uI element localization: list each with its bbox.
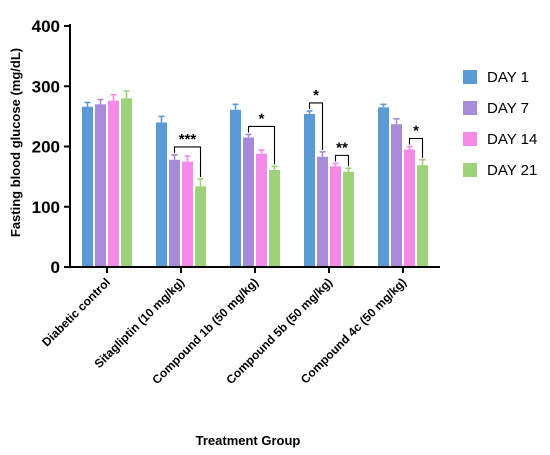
significance-label: *: [413, 123, 419, 140]
bar-day-1-4: [378, 107, 389, 268]
significance-bracket: [247, 125, 276, 165]
significance-bracket: [408, 137, 424, 158]
bar-day-1-0: [82, 106, 93, 267]
legend-swatch: [463, 101, 477, 115]
bar-day-1-3: [304, 113, 315, 267]
bar-day-14-4: [404, 149, 415, 267]
legend-item: DAY 7: [463, 99, 537, 117]
x-tick-label: Diabetic control: [39, 275, 113, 349]
significance-bracket: [173, 146, 202, 178]
legend-label: DAY 21: [487, 161, 538, 179]
legend: DAY 1 DAY 7 DAY 14 DAY 21: [463, 68, 538, 194]
y-tick-label: 400: [32, 17, 60, 36]
legend-item: DAY 14: [463, 130, 538, 148]
y-tick-label: 100: [32, 198, 60, 217]
legend-label: DAY 1: [487, 68, 529, 86]
significance-label: *: [259, 110, 265, 127]
legend-label: DAY 14: [487, 130, 538, 148]
bar-day-7-2: [243, 137, 254, 267]
significance-bracket: [308, 102, 324, 150]
significance-label: ***: [179, 131, 197, 148]
y-tick-label: 200: [32, 138, 60, 157]
legend-swatch: [463, 70, 477, 84]
bar-day-7-0: [95, 104, 106, 267]
bar-day-7-3: [317, 156, 328, 267]
legend-swatch: [463, 132, 477, 146]
y-tick-label: 300: [32, 77, 60, 96]
bar-day-21-1: [195, 186, 206, 267]
bar-day-14-1: [182, 161, 193, 267]
bar-day-14-0: [108, 100, 119, 268]
bar-day-7-1: [169, 159, 180, 267]
legend-item: DAY 1: [463, 68, 537, 86]
x-axis-title: Treatment Group: [196, 433, 301, 448]
legend-swatch: [463, 163, 477, 177]
bar-day-21-4: [417, 165, 428, 267]
bar-day-1-2: [230, 109, 241, 267]
bar-day-21-2: [269, 169, 280, 267]
legend-label: DAY 7: [487, 99, 529, 117]
y-axis-title: Fasting blood glucose (mg/dL): [8, 48, 23, 237]
significance-bracket: [334, 154, 350, 167]
bar-day-14-3: [330, 166, 341, 267]
significance-label: **: [336, 139, 348, 156]
legend-item: DAY 21: [463, 161, 538, 179]
y-tick-label: 0: [51, 258, 60, 277]
bar-day-21-0: [121, 98, 132, 267]
bar-day-7-4: [391, 124, 402, 268]
bar-day-14-2: [256, 153, 267, 267]
bar-day-21-3: [343, 171, 354, 267]
bar-day-1-1: [156, 122, 167, 268]
significance-label: *: [313, 87, 319, 104]
